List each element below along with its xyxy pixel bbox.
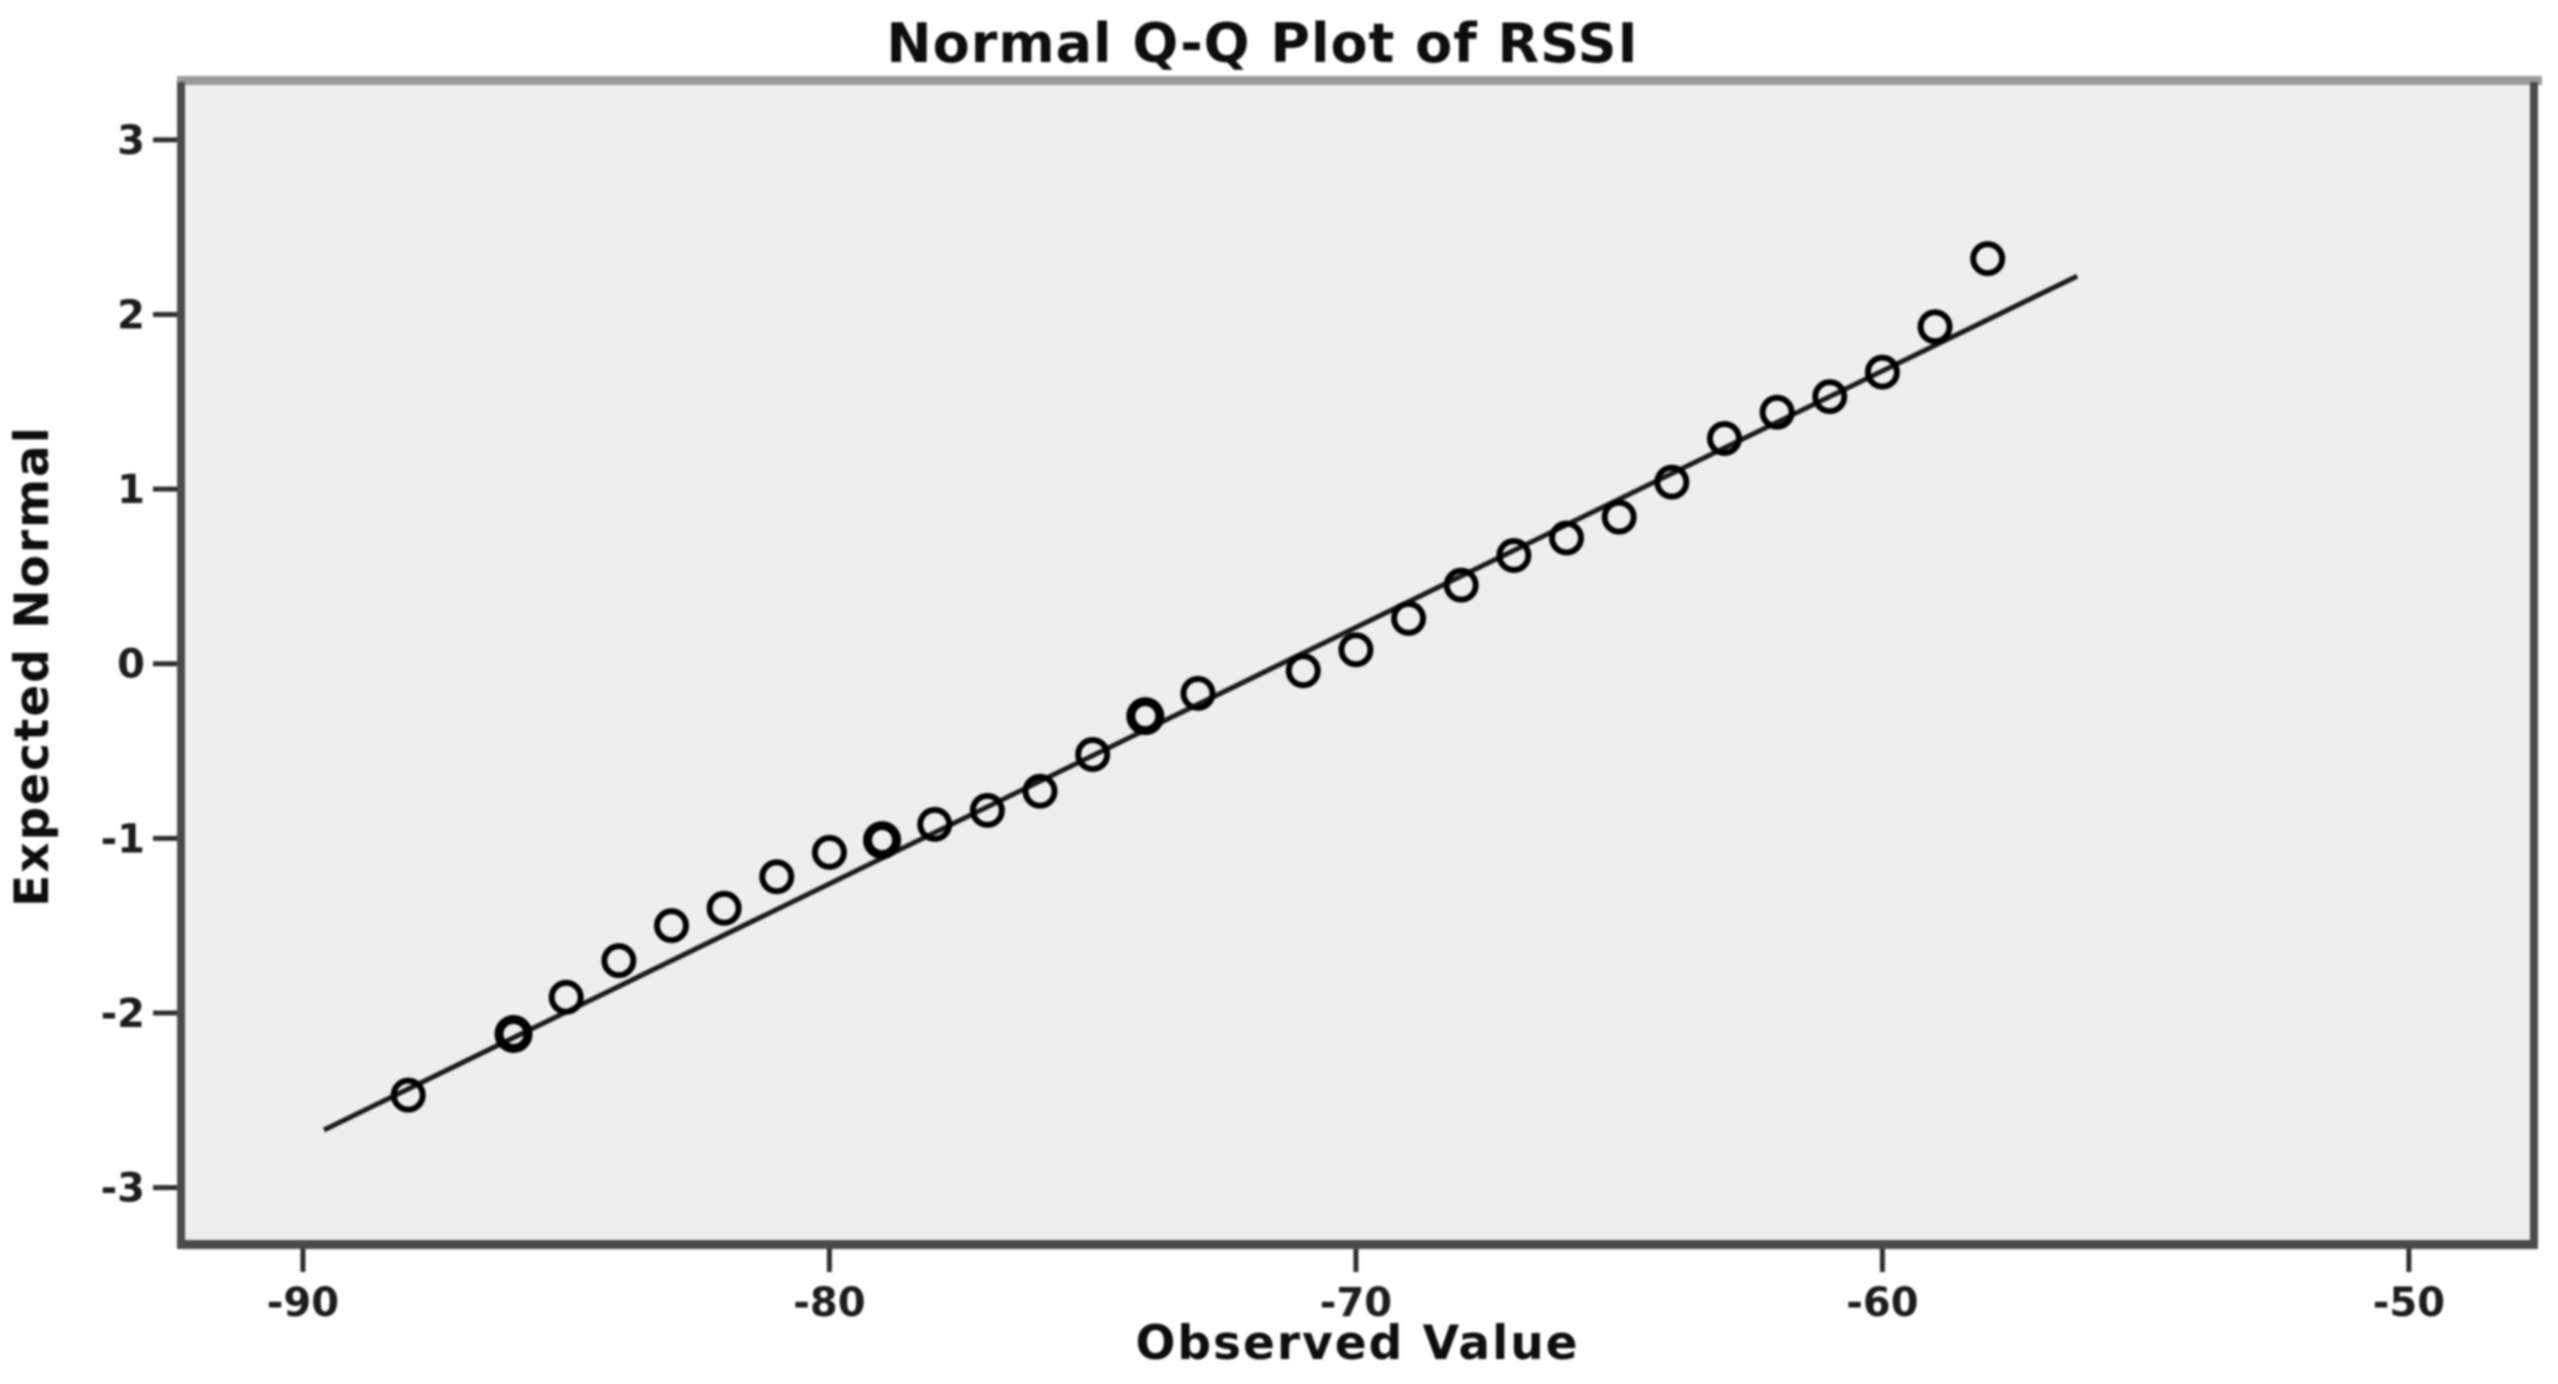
data-point-marker: [1496, 537, 1532, 573]
x-tick-label: -50: [2373, 1280, 2445, 1326]
y-tick-label: 0: [117, 642, 145, 688]
data-point-marker: [1654, 464, 1690, 500]
data-point-marker: [1075, 737, 1111, 773]
plot-border-top: [177, 76, 2542, 85]
data-point-marker: [390, 1077, 426, 1113]
plot-border-left: [177, 82, 185, 1248]
data-point-marker: [1706, 420, 1742, 456]
data-point-marker: [1917, 309, 1953, 345]
data-point-marker: [601, 943, 637, 979]
data-point-marker: [759, 859, 795, 895]
data-point-marker: [1864, 354, 1900, 390]
data-point-marker: [1126, 697, 1165, 736]
x-axis-title: Observed Value: [1135, 1316, 1580, 1371]
data-point-marker: [1443, 567, 1479, 603]
data-point-marker: [1391, 600, 1427, 636]
y-tick-label: -3: [101, 1166, 145, 1212]
normal-fit-line: [322, 273, 2079, 1133]
chart-title: Normal Q-Q Plot of RSSI: [886, 12, 1639, 75]
data-point-marker: [1285, 653, 1321, 689]
data-point-marker: [1601, 499, 1637, 535]
x-tick-label: -80: [793, 1280, 865, 1326]
data-point-marker: [811, 834, 847, 870]
y-tick-label: -2: [101, 991, 145, 1037]
plot-border-right: [2530, 82, 2538, 1248]
x-tick-label: -70: [1320, 1280, 1392, 1326]
x-tick-label: -90: [267, 1280, 339, 1326]
data-point-marker: [706, 890, 742, 926]
y-tick-label: -1: [101, 816, 145, 862]
data-point-marker: [653, 908, 689, 944]
data-point-marker: [969, 792, 1005, 828]
data-point-marker: [548, 979, 584, 1015]
data-point-marker: [1812, 379, 1848, 415]
x-tick-label: -60: [1846, 1280, 1918, 1326]
data-point-marker: [863, 821, 902, 860]
data-point-marker: [1549, 520, 1585, 556]
data-point-marker: [1180, 675, 1216, 711]
data-point-marker: [1338, 632, 1374, 668]
data-point-marker: [1022, 773, 1058, 809]
y-tick-label: 1: [117, 467, 145, 513]
data-point-marker: [1759, 394, 1795, 430]
data-point-marker: [494, 1014, 533, 1053]
y-tick-label: 3: [117, 118, 145, 164]
data-point-marker: [1970, 241, 2006, 277]
y-tick-label: 2: [117, 293, 145, 339]
data-point-marker: [917, 806, 953, 842]
plot-border-bottom: [177, 1240, 2538, 1249]
